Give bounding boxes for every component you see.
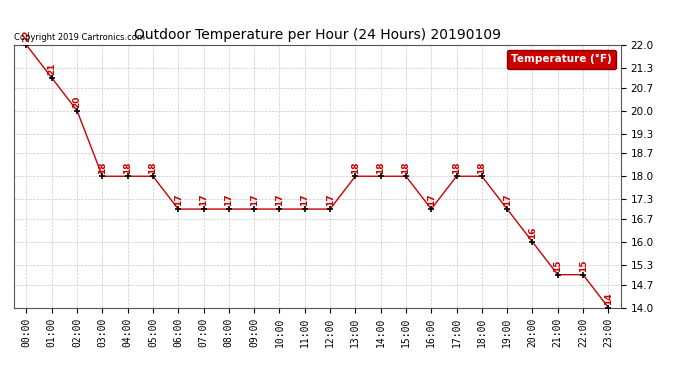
Text: 17: 17	[275, 194, 284, 207]
Text: 18: 18	[402, 161, 411, 174]
Title: Outdoor Temperature per Hour (24 Hours) 20190109: Outdoor Temperature per Hour (24 Hours) …	[134, 28, 501, 42]
Text: 17: 17	[250, 194, 259, 207]
Text: 14: 14	[604, 292, 613, 305]
Text: 17: 17	[502, 194, 512, 207]
Text: Copyright 2019 Cartronics.com: Copyright 2019 Cartronics.com	[14, 33, 145, 42]
Text: 18: 18	[376, 161, 385, 174]
Text: 17: 17	[224, 194, 233, 207]
Text: 18: 18	[477, 161, 486, 174]
Text: 18: 18	[98, 161, 107, 174]
Text: 22: 22	[22, 30, 31, 42]
Text: 15: 15	[553, 260, 562, 272]
Text: 21: 21	[47, 63, 57, 75]
Text: 15: 15	[578, 260, 588, 272]
Text: 18: 18	[123, 161, 132, 174]
Text: 17: 17	[326, 194, 335, 207]
Text: 17: 17	[300, 194, 309, 207]
Text: 20: 20	[72, 96, 81, 108]
Text: 17: 17	[199, 194, 208, 207]
Text: 18: 18	[452, 161, 461, 174]
Text: 17: 17	[426, 194, 436, 207]
Text: 18: 18	[148, 161, 157, 174]
Text: 16: 16	[528, 227, 537, 239]
Text: 17: 17	[174, 194, 183, 207]
Legend: Temperature (°F): Temperature (°F)	[506, 50, 615, 69]
Text: 18: 18	[351, 161, 360, 174]
